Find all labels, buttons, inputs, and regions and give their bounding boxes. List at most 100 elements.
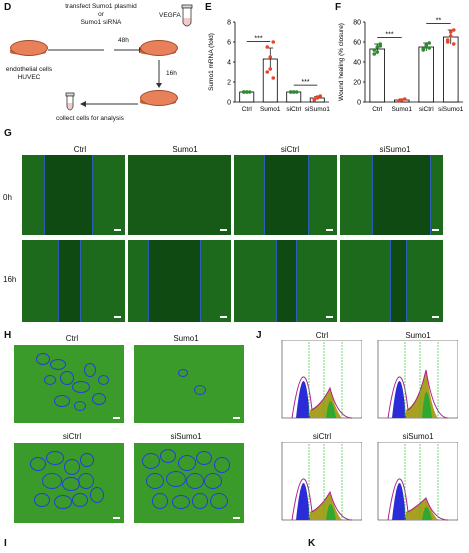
j-title-sumo1: Sumo1 (405, 331, 431, 340)
g1-peak (392, 381, 406, 418)
x-tick-label: Sumo1 (260, 106, 281, 113)
x-tick-label: Ctrl (242, 106, 253, 113)
tube-loop (44, 375, 56, 385)
data-point (451, 28, 456, 32)
tube-loop (78, 473, 94, 489)
data-point (265, 70, 270, 74)
tube-loop (146, 473, 164, 489)
collect-label: collect cells for analysis (56, 115, 124, 122)
bar (418, 46, 435, 103)
tube-image (134, 345, 244, 423)
tube-loop (194, 385, 206, 395)
x-tick-label: siCtrl (419, 106, 434, 113)
data-point (271, 40, 276, 44)
data-point (294, 90, 299, 94)
data-point (375, 45, 380, 49)
data-point (399, 98, 404, 102)
data-point (375, 50, 380, 54)
transfect-line2: or (98, 11, 104, 18)
y-axis-label: Sumo1 mRNA (fold) (208, 33, 215, 91)
bar (369, 48, 386, 103)
tube-loop (46, 451, 64, 465)
tube-loop (80, 453, 94, 467)
transfect-line1: transfect Sumo1 plasmid (65, 3, 137, 10)
tube-image (14, 345, 124, 423)
scratch-image (128, 155, 231, 235)
data-point (421, 47, 426, 51)
fit-curve (291, 376, 353, 419)
tube-loop (60, 371, 74, 385)
arrow-16h-icon (156, 60, 162, 88)
g2-peak (422, 392, 432, 418)
fit-curve (387, 369, 449, 419)
data-point (448, 34, 453, 38)
y-tick-label: 60 (353, 40, 361, 47)
x-tick-label: Sumo1 (391, 106, 412, 113)
data-point (448, 30, 453, 34)
panel-label-d: D (4, 2, 12, 13)
arrow-transfect-icon (48, 49, 104, 51)
significance-label: *** (254, 36, 262, 43)
panel-label-j: J (256, 330, 262, 341)
x-tick-label: siCtrl (286, 106, 301, 113)
g2-peak (326, 504, 336, 520)
data-point (445, 38, 450, 42)
tube-loop (152, 493, 168, 509)
collection-tube-icon (65, 92, 75, 111)
g-row-0h: 0h (3, 193, 12, 202)
tube-loop (42, 473, 62, 489)
time-48h: 48h (118, 37, 129, 44)
tube-loop (30, 457, 46, 471)
panel-label-h: H (4, 330, 12, 341)
transfect-line3: Sumo1 siRNA (80, 19, 122, 26)
y-tick-label: 6 (227, 40, 231, 47)
tube-loop (172, 495, 190, 509)
tube-image (134, 443, 244, 523)
h-title-sictrl: siCtrl (62, 432, 82, 441)
tube-loop (196, 451, 212, 465)
tube-loop (166, 471, 186, 487)
x-tick-label: siSumo1 (305, 106, 331, 113)
g1-peak (296, 483, 310, 520)
tube-loop (178, 369, 188, 377)
tube-loop (98, 375, 109, 385)
y-tick-label: 20 (353, 80, 361, 87)
arrow-collect-icon (80, 101, 138, 107)
g2-peak (326, 401, 336, 418)
y-tick-label: 8 (227, 20, 231, 27)
tube-loop (34, 493, 50, 507)
panel-label-k: K (308, 538, 316, 549)
g-col-sisumo1: siSumo1 (379, 145, 411, 154)
tube-loop (92, 393, 106, 405)
y-axis-label: Wound healing (% closure) (338, 23, 345, 101)
panel-label-i: I (4, 538, 7, 549)
chart-e: 0 2 4 6 8 Sumo1 mRNA (fold) Ctrl Sumo1 siCtrl siS… (208, 20, 331, 114)
y-tick-label: 80 (353, 20, 361, 27)
data-point (312, 98, 317, 102)
tube-loop (50, 359, 66, 370)
data-point (244, 90, 249, 94)
j-title-sictrl: siCtrl (312, 432, 332, 441)
tube-loop (54, 495, 72, 509)
tube-loop (214, 457, 230, 473)
data-point (288, 90, 293, 94)
tube-loop (84, 363, 96, 377)
y-tick-label: 0 (227, 100, 231, 107)
panel-label-e: E (205, 2, 212, 13)
data-point (424, 45, 429, 49)
fit-curve (291, 478, 353, 521)
g-col-ctrl: Ctrl (73, 145, 87, 154)
data-point (247, 90, 252, 94)
tube-loop (142, 453, 160, 469)
fit-curve (387, 478, 449, 521)
h-title-sumo1: Sumo1 (173, 334, 199, 343)
g1-peak (296, 381, 310, 418)
h-title-ctrl: Ctrl (65, 334, 79, 343)
flow-histogram (377, 340, 458, 419)
significance-label: ** (436, 18, 442, 25)
data-point (268, 55, 273, 59)
bar (443, 36, 459, 103)
tube-loop (204, 473, 222, 489)
scratch-image (128, 240, 231, 322)
tube-image (14, 443, 124, 523)
